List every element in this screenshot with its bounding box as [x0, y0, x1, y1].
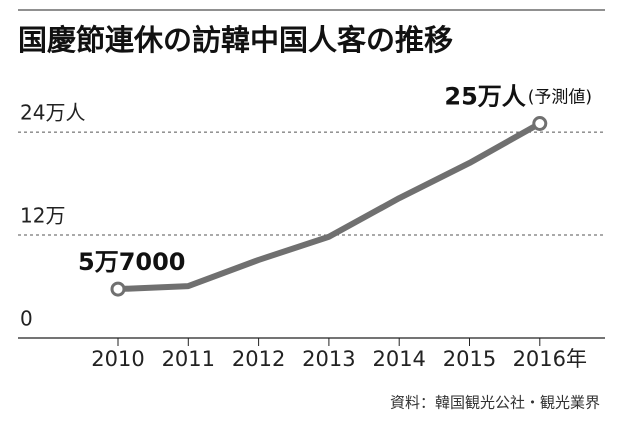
y-tick-label: 12万	[20, 204, 65, 228]
x-tick-label: 2012	[232, 347, 285, 371]
data-line	[117, 120, 542, 293]
x-tick-label: 2015	[443, 347, 496, 371]
point-marker	[532, 116, 548, 131]
x-tick-label: 2010	[91, 347, 144, 371]
x-tick-label: 2016年	[513, 347, 587, 371]
source: 資料：韓国観光公社・観光業界	[390, 394, 600, 412]
chart-title: 国慶節連休の訪韓中国人客の推移	[18, 23, 453, 57]
y-tick-label: 24万人	[20, 101, 85, 125]
x-tick-label: 2011	[162, 347, 215, 371]
annotation: (予測値)	[528, 88, 592, 108]
value-label: 25万人	[444, 83, 525, 111]
x-tick-label: 2014	[372, 347, 425, 371]
y-tick-label: 0	[20, 307, 33, 331]
x-tick-label: 2013	[302, 347, 355, 371]
value-label: 5万7000	[78, 248, 186, 276]
point-marker	[110, 281, 126, 297]
